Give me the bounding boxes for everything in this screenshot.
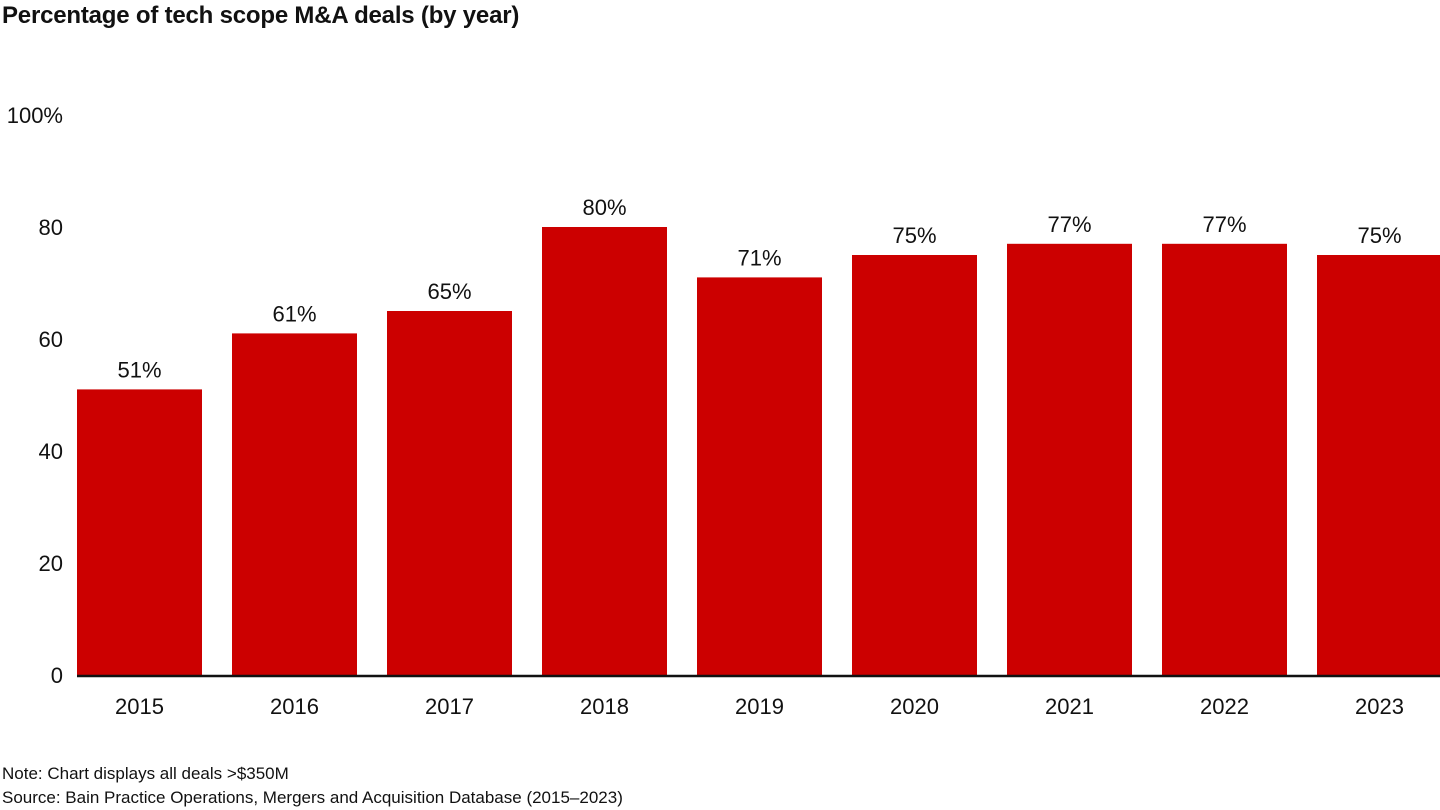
- x-tick-label: 2015: [115, 694, 164, 719]
- y-tick-label: 60: [39, 327, 63, 352]
- data-label: 77%: [1202, 212, 1246, 237]
- bar-2022: [1162, 243, 1287, 676]
- x-tick-label: 2019: [735, 694, 784, 719]
- data-label: 75%: [892, 223, 936, 248]
- data-label: 51%: [117, 357, 161, 382]
- x-tick-label: 2020: [890, 694, 939, 719]
- x-tick-label: 2018: [580, 694, 629, 719]
- bar-2018: [542, 227, 667, 675]
- bar-2021: [1007, 243, 1132, 676]
- data-label: 77%: [1047, 212, 1091, 237]
- bar-2017: [387, 311, 512, 675]
- data-label: 61%: [272, 301, 316, 326]
- bar-2015: [77, 389, 202, 675]
- chart-title: Percentage of tech scope M&A deals (by y…: [2, 2, 520, 29]
- data-label: 71%: [737, 245, 781, 270]
- bar-2016: [232, 333, 357, 675]
- data-label: 65%: [427, 279, 471, 304]
- y-tick-label: 100%: [7, 103, 63, 128]
- bar-2020: [852, 255, 977, 675]
- y-tick-label: 80: [39, 215, 63, 240]
- bar-2019: [697, 277, 822, 675]
- x-tick-label: 2022: [1200, 694, 1249, 719]
- bar-2023: [1317, 255, 1440, 675]
- x-tick-label: 2021: [1045, 694, 1094, 719]
- y-tick-label: 0: [51, 663, 63, 688]
- y-tick-label: 20: [39, 551, 63, 576]
- x-tick-label: 2023: [1355, 694, 1404, 719]
- y-tick-label: 40: [39, 439, 63, 464]
- x-tick-label: 2016: [270, 694, 319, 719]
- chart-source: Source: Bain Practice Operations, Merger…: [2, 788, 623, 807]
- chart-note: Note: Chart displays all deals >$350M: [2, 764, 289, 783]
- data-label: 75%: [1357, 223, 1401, 248]
- data-label: 80%: [582, 195, 626, 220]
- x-tick-label: 2017: [425, 694, 474, 719]
